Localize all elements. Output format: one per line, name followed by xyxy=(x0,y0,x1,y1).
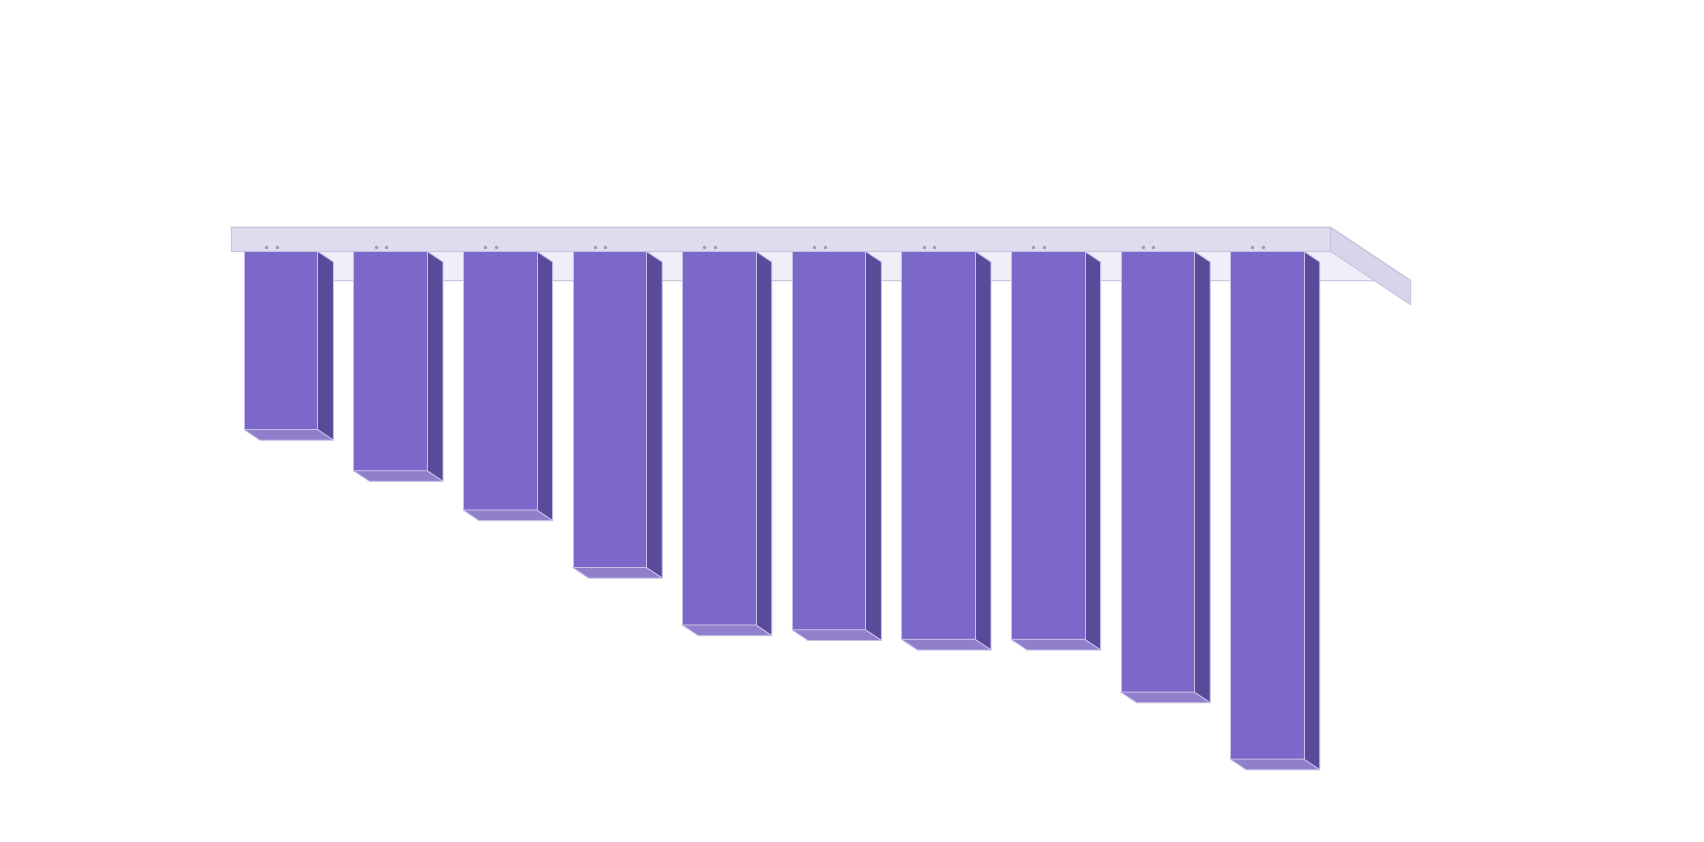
Polygon shape xyxy=(682,251,757,625)
Polygon shape xyxy=(757,251,772,636)
Polygon shape xyxy=(682,625,772,636)
Polygon shape xyxy=(866,251,881,641)
Polygon shape xyxy=(1121,251,1195,692)
Polygon shape xyxy=(537,251,552,520)
Polygon shape xyxy=(792,251,866,630)
Polygon shape xyxy=(975,251,992,650)
Polygon shape xyxy=(1230,759,1321,770)
Polygon shape xyxy=(1331,227,1411,305)
Polygon shape xyxy=(463,510,552,520)
Polygon shape xyxy=(573,568,663,578)
Polygon shape xyxy=(646,251,663,578)
Polygon shape xyxy=(1121,692,1210,703)
Polygon shape xyxy=(244,251,317,429)
Polygon shape xyxy=(244,429,334,440)
Polygon shape xyxy=(1084,251,1101,650)
Polygon shape xyxy=(573,251,646,568)
Polygon shape xyxy=(1230,251,1304,759)
Polygon shape xyxy=(463,251,537,510)
Polygon shape xyxy=(901,639,992,650)
Polygon shape xyxy=(353,471,443,482)
Polygon shape xyxy=(230,227,1411,280)
Polygon shape xyxy=(792,630,881,641)
Polygon shape xyxy=(353,251,428,471)
Polygon shape xyxy=(1010,639,1101,650)
Polygon shape xyxy=(317,251,334,440)
Polygon shape xyxy=(428,251,443,482)
Polygon shape xyxy=(1010,251,1084,639)
Polygon shape xyxy=(1195,251,1210,703)
Polygon shape xyxy=(1304,251,1321,770)
Polygon shape xyxy=(901,251,975,639)
Polygon shape xyxy=(230,227,1331,251)
